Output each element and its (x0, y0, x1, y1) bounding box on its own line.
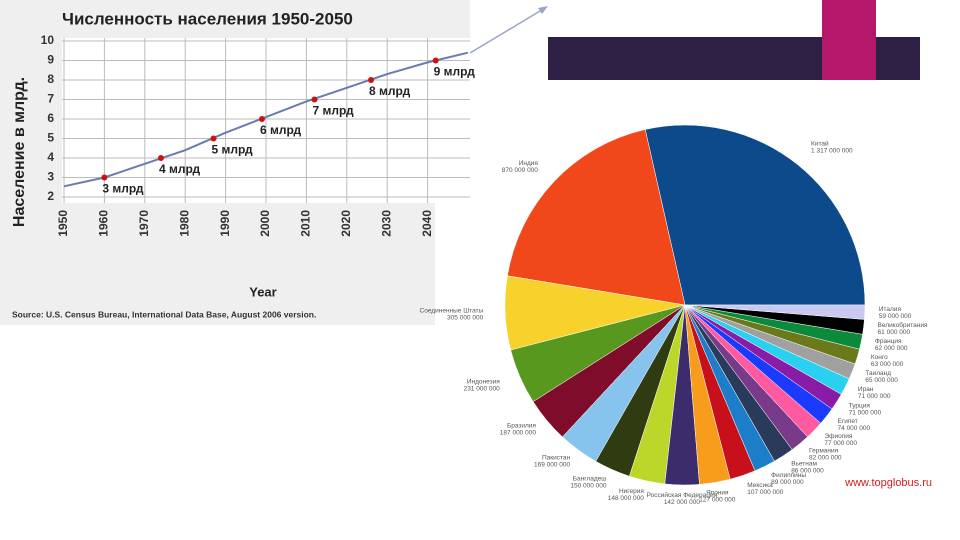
y-tick-label: 10 (41, 33, 55, 47)
slice-name: Япония (706, 490, 729, 497)
slice-name: Пакистан (542, 455, 571, 462)
x-tick-label: 1990 (218, 210, 232, 237)
accent-block (822, 0, 876, 80)
x-tick-label: 2040 (420, 210, 434, 237)
pie-slice (684, 304, 866, 320)
slice-name: Таиланд (865, 370, 891, 377)
y-tick-label: 9 (47, 53, 54, 67)
slice-value: 148 000 000 (608, 495, 645, 502)
slice-value: 71 000 000 (849, 409, 882, 416)
milestone-label: 5 млрд (211, 143, 253, 157)
source-note: Source: U.S. Census Bureau, Internationa… (12, 309, 316, 319)
slice-name: Китай (811, 139, 829, 147)
y-axis-label: Население в млрд. (11, 77, 28, 227)
trend-arrow (469, 7, 546, 54)
chart-title: Численность населения 1950-2050 (62, 9, 353, 28)
slice-value: 1 317 000 000 (811, 147, 853, 154)
milestone-label: 7 млрд (312, 104, 354, 118)
y-tick-label: 8 (47, 72, 54, 86)
y-tick-label: 6 (47, 111, 54, 125)
slice-name: Бразилия (507, 422, 536, 429)
slice-value: 231 000 000 (464, 386, 501, 393)
y-tick-label: 4 (47, 150, 54, 164)
x-tick-label: 1960 (97, 210, 111, 237)
x-tick-label: 1980 (177, 210, 191, 237)
slice-value: 59 000 000 (879, 313, 912, 320)
x-tick-label: 1970 (137, 210, 151, 237)
milestone-point (210, 135, 217, 142)
site-url: www.topglobus.ru (844, 477, 932, 489)
slice-value: 169 000 000 (534, 462, 571, 469)
milestone-point (368, 77, 375, 83)
x-tick-label: 2020 (339, 210, 353, 237)
milestone-label: 3 млрд (102, 182, 144, 196)
milestone-point (258, 116, 265, 122)
slice-name: Египет (838, 418, 858, 425)
x-tick-label: 1950 (56, 210, 70, 237)
slice-value: 74 000 000 (838, 425, 871, 432)
slice-name: Турция (849, 402, 871, 409)
slice-value: 77 000 000 (824, 440, 857, 447)
slice-value: 86 000 000 (791, 468, 824, 475)
slice-value: 71 000 000 (858, 393, 891, 400)
milestone-label: 4 млрд (159, 162, 201, 176)
slice-name: Иран (858, 386, 874, 393)
slice-value: 150 000 000 (570, 483, 607, 490)
slice-name: Бангладеш (573, 476, 607, 483)
slice-name: Индонезия (467, 379, 500, 386)
slice-value: 61 000 000 (878, 329, 911, 336)
slice-value: 63 000 000 (871, 361, 904, 368)
slice-name: Нигерия (619, 488, 644, 495)
milestone-point (157, 155, 164, 161)
x-tick-label: 2000 (258, 210, 272, 237)
pie-slice (644, 124, 866, 306)
y-tick-label: 7 (47, 92, 54, 106)
slice-value: 89 000 000 (771, 479, 804, 486)
x-tick-label: 2010 (299, 210, 313, 237)
slice-name: Франция (875, 338, 902, 345)
slice-name: Германия (809, 447, 839, 454)
slice-value: 305 000 000 (447, 314, 484, 321)
slice-name: Вьетнам (791, 461, 817, 468)
milestone-label: 6 млрд (260, 123, 302, 137)
milestone-point (432, 57, 439, 64)
y-tick-label: 5 (47, 131, 54, 145)
trend-arrow-head (538, 6, 548, 14)
slice-name: Мексика (747, 482, 773, 489)
population-line (63, 51, 469, 188)
milestone-label: 8 млрд (369, 84, 411, 98)
slice-name: Италия (879, 306, 902, 313)
slice-value: 65 000 000 (865, 377, 898, 384)
y-tick-label: 2 (47, 189, 54, 203)
slice-name: Конго (871, 354, 888, 361)
slice-value: 82 000 000 (809, 454, 842, 461)
slice-value: 142 000 000 (664, 499, 701, 506)
slice-name: Великобритания (878, 321, 928, 329)
slice-value: 107 000 000 (747, 489, 784, 496)
x-tick-label: 2030 (379, 210, 393, 237)
milestone-point (311, 96, 318, 103)
slice-value: 870 000 000 (502, 167, 539, 174)
milestone-label: 9 млрд (434, 65, 476, 79)
slice-value: 187 000 000 (500, 429, 537, 436)
y-tick-label: 3 (47, 170, 54, 184)
slice-name: Индия (519, 160, 539, 167)
slice-name: Соединенные Штаты (420, 307, 484, 314)
x-axis-label: Year (249, 284, 276, 299)
pie-slice (507, 129, 686, 306)
milestone-point (101, 174, 108, 181)
slice-value: 127 000 000 (699, 497, 736, 504)
slice-name: Эфиопия (824, 433, 852, 440)
slice-name: Российская Федерация (647, 491, 718, 499)
slice-name: Филиппины (771, 472, 806, 479)
slice-value: 62 000 000 (875, 345, 908, 352)
